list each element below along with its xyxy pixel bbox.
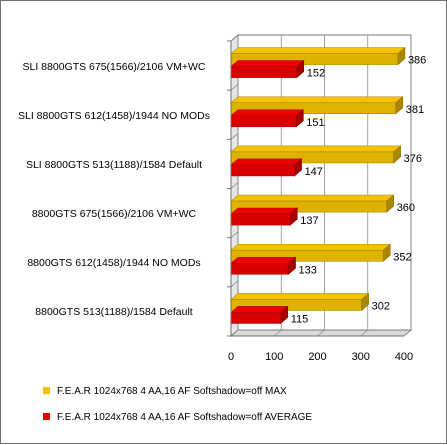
legend-item-average: F.E.A.R 1024x768 4 AA,16 AF Softshadow=o…	[43, 411, 443, 425]
legend-swatch-max	[43, 386, 50, 394]
x-grid-floor	[360, 329, 369, 337]
bar-top-face	[230, 60, 305, 67]
data-label-max: 360	[397, 202, 415, 214]
data-label-average: 151	[306, 117, 324, 129]
bar-top-face	[230, 207, 299, 215]
x-grid-floor	[403, 329, 412, 337]
data-label-max: 386	[408, 55, 426, 67]
bar-end-face	[288, 256, 296, 275]
bar-end-face	[289, 207, 298, 226]
y-grid-side	[230, 280, 239, 288]
y-grid-side	[230, 34, 239, 42]
category-label: SLI 8800GTS 612(1458)/1944 NO MODs	[17, 109, 210, 122]
bar-average	[230, 66, 298, 78]
data-label-average: 115	[291, 313, 309, 325]
x-tick-label: 100	[265, 351, 283, 363]
data-label-average: 133	[299, 264, 317, 276]
x-tick-label: 200	[308, 351, 326, 363]
bar-end-face	[397, 46, 406, 66]
data-label-max: 302	[372, 300, 390, 312]
bar-average	[230, 262, 289, 275]
bar-top-face	[230, 293, 370, 300]
bar-end-face	[386, 194, 395, 213]
data-label-max: 381	[406, 104, 424, 116]
bar-average	[230, 164, 295, 177]
bar-top-face	[230, 96, 404, 104]
x-grid-floor	[273, 329, 282, 337]
bar-end-face	[296, 59, 305, 79]
data-label-max: 376	[404, 153, 422, 165]
bar-average	[230, 312, 282, 324]
category-label: 8800GTS 513(1188)/1584 Default	[35, 306, 193, 319]
bar-average	[230, 115, 297, 128]
data-label-average: 147	[305, 166, 323, 178]
data-label-average: 152	[307, 68, 325, 80]
bar-top-face	[230, 243, 392, 251]
category-label: SLI 8800GTS 513(1188)/1584 Default	[25, 158, 203, 171]
bar-top-face	[230, 158, 303, 166]
bar-top-face	[230, 194, 395, 202]
y-grid-side	[230, 231, 239, 238]
bar-end-face	[294, 158, 302, 177]
bar-end-face	[361, 292, 369, 312]
x-tick-label: 0	[228, 351, 234, 363]
data-label-average: 137	[300, 215, 318, 227]
x-tick-label: 300	[352, 351, 370, 363]
legend-item-max: F.E.A.R 1024x768 4 AA,16 AF Softshadow=o…	[43, 385, 443, 399]
bar-end-face	[395, 96, 404, 115]
y-grid-side	[230, 329, 239, 337]
bar-top-face	[230, 109, 305, 117]
legend-swatch-average	[43, 412, 50, 420]
data-label-max: 352	[393, 251, 411, 263]
bar-end-face	[280, 305, 289, 325]
legend-label-average: F.E.A.R 1024x768 4 AA,16 AF Softshadow=o…	[57, 412, 313, 423]
bar-end-face	[393, 145, 401, 164]
category-label: 8800GTS 675(1566)/2106 VM+WC	[31, 208, 197, 221]
bar-top-face	[230, 256, 297, 264]
bar-top-face	[230, 47, 406, 54]
y-grid-side	[230, 83, 239, 91]
bar-end-face	[382, 243, 391, 262]
category-label: 8800GTS 612(1458)/1944 NO MODs	[27, 257, 201, 270]
x-grid-floor	[317, 329, 325, 337]
y-grid-side	[230, 182, 239, 189]
bar-top-face	[230, 145, 402, 153]
bar-average	[230, 213, 291, 226]
x-tick-label: 400	[395, 351, 413, 363]
y-grid-side	[230, 133, 239, 140]
bar-top-face	[230, 306, 289, 313]
legend-label-max: F.E.A.R 1024x768 4 AA,16 AF Softshadow=o…	[57, 386, 287, 397]
bar-end-face	[296, 109, 304, 128]
category-label: SLI 8800GTS 675(1566)/2106 VM+WC	[22, 60, 206, 73]
